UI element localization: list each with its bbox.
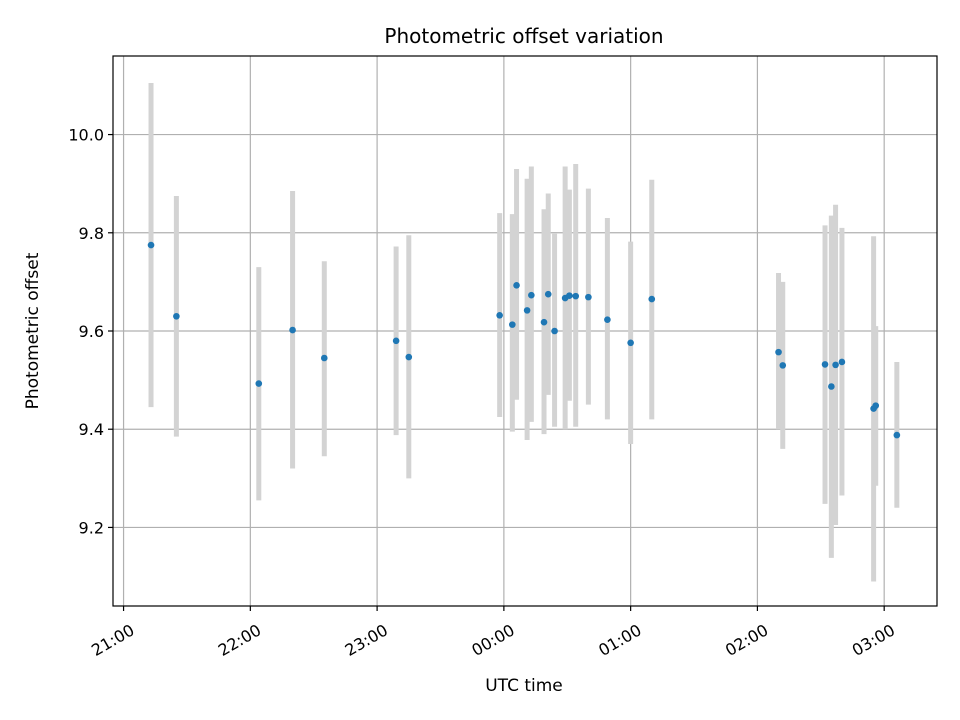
data-point bbox=[544, 290, 552, 298]
data-point bbox=[779, 362, 787, 369]
y-tick-label: 9.2 bbox=[79, 518, 104, 537]
data-point bbox=[627, 339, 634, 347]
data-point bbox=[838, 358, 846, 366]
x-tick-label: 03:00 bbox=[849, 620, 898, 660]
data-point bbox=[648, 295, 656, 303]
x-tick-label: 02:00 bbox=[722, 620, 771, 660]
data-point bbox=[832, 361, 839, 369]
data-point bbox=[872, 402, 880, 409]
x-tick-label: 21:00 bbox=[88, 620, 137, 660]
data-point bbox=[392, 337, 400, 345]
data-point bbox=[255, 380, 263, 387]
data-point bbox=[893, 431, 901, 439]
x-tick-label: 00:00 bbox=[468, 620, 517, 660]
data-point bbox=[821, 361, 829, 368]
data-point-layer bbox=[147, 241, 901, 439]
data-point bbox=[828, 383, 835, 390]
data-point bbox=[572, 292, 580, 300]
data-point bbox=[540, 318, 548, 326]
y-tick-label: 9.4 bbox=[79, 420, 104, 439]
y-tick-label: 10.0 bbox=[68, 126, 104, 145]
tick-layer: 21:00 22:00 23:00 00:00 01:00 02:00 03:00 9.2 9.… bbox=[68, 126, 898, 660]
y-tick-label: 9.8 bbox=[79, 224, 104, 243]
data-point bbox=[528, 291, 535, 299]
x-axis-label: UTC time bbox=[485, 676, 563, 696]
chart-title: Photometric offset variation bbox=[384, 24, 663, 48]
data-point bbox=[320, 354, 328, 362]
error-bar-layer bbox=[148, 83, 900, 582]
data-point bbox=[566, 292, 573, 299]
data-point bbox=[289, 326, 296, 334]
data-point bbox=[551, 327, 558, 335]
data-point bbox=[147, 241, 155, 249]
y-tick-label: 9.6 bbox=[79, 322, 104, 341]
x-tick-label: 23:00 bbox=[342, 620, 391, 660]
data-point bbox=[405, 353, 413, 361]
data-point bbox=[513, 282, 520, 289]
x-tick-label: 01:00 bbox=[595, 620, 644, 660]
y-axis-label: Photometric offset bbox=[23, 252, 43, 409]
data-point bbox=[604, 316, 611, 324]
data-point bbox=[496, 311, 503, 319]
data-point bbox=[585, 293, 592, 301]
data-point bbox=[173, 312, 180, 320]
x-tick-label: 22:00 bbox=[215, 620, 264, 660]
data-point bbox=[509, 321, 516, 328]
data-point bbox=[775, 348, 782, 356]
data-point bbox=[523, 307, 531, 314]
